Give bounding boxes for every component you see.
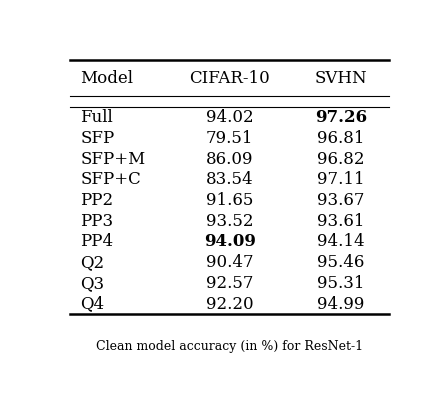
Text: 79.51: 79.51 — [206, 130, 254, 147]
Text: SVHN: SVHN — [314, 70, 367, 86]
Text: 95.46: 95.46 — [317, 254, 364, 271]
Text: PP4: PP4 — [80, 234, 113, 250]
Text: SFP+C: SFP+C — [80, 171, 141, 188]
Text: Q4: Q4 — [80, 296, 104, 312]
Text: 83.54: 83.54 — [206, 171, 254, 188]
Text: Q2: Q2 — [80, 254, 104, 271]
Text: 93.67: 93.67 — [317, 192, 365, 209]
Text: 92.57: 92.57 — [206, 275, 254, 292]
Text: 94.02: 94.02 — [206, 109, 254, 126]
Text: 91.65: 91.65 — [206, 192, 253, 209]
Text: 94.99: 94.99 — [317, 296, 364, 312]
Text: 96.82: 96.82 — [317, 151, 365, 168]
Text: 90.47: 90.47 — [206, 254, 254, 271]
Text: Clean model accuracy (in %) for ResNet-1: Clean model accuracy (in %) for ResNet-1 — [96, 340, 363, 353]
Text: 86.09: 86.09 — [206, 151, 254, 168]
Text: SFP: SFP — [80, 130, 115, 147]
Text: 97.26: 97.26 — [314, 109, 367, 126]
Text: 94.14: 94.14 — [317, 234, 365, 250]
Text: 96.81: 96.81 — [317, 130, 365, 147]
Text: PP3: PP3 — [80, 213, 113, 230]
Text: 93.61: 93.61 — [317, 213, 365, 230]
Text: Q3: Q3 — [80, 275, 104, 292]
Text: CIFAR-10: CIFAR-10 — [189, 70, 270, 86]
Text: Model: Model — [80, 70, 134, 86]
Text: Full: Full — [80, 109, 113, 126]
Text: 97.11: 97.11 — [317, 171, 365, 188]
Text: PP2: PP2 — [80, 192, 113, 209]
Text: 93.52: 93.52 — [206, 213, 254, 230]
Text: SFP+M: SFP+M — [80, 151, 146, 168]
Text: 95.31: 95.31 — [317, 275, 365, 292]
Text: 92.20: 92.20 — [206, 296, 254, 312]
Text: 94.09: 94.09 — [204, 234, 255, 250]
